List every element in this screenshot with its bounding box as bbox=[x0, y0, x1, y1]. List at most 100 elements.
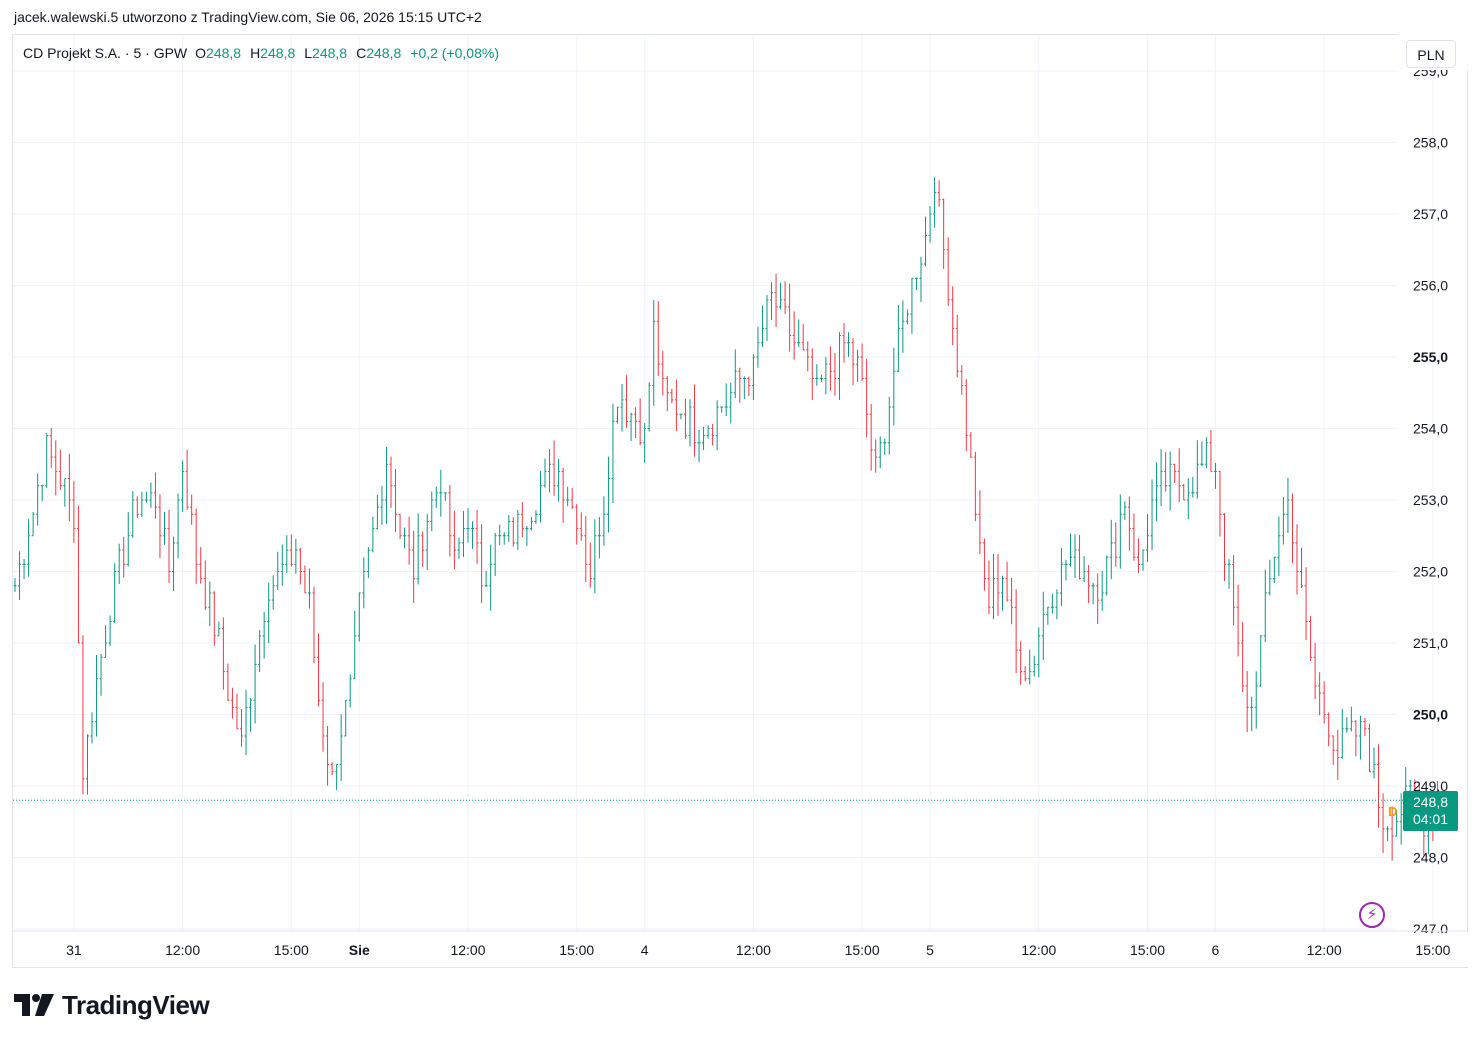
ohlc-bar bbox=[194, 508, 198, 584]
ohlc-bar bbox=[140, 491, 144, 518]
tradingview-logo[interactable]: TradingView bbox=[14, 990, 210, 1020]
y-tick-label: 252,0 bbox=[1413, 564, 1448, 580]
ohlc-bar bbox=[665, 376, 669, 412]
y-tick-label: 254,0 bbox=[1413, 421, 1448, 437]
x-tick-label: 5 bbox=[926, 942, 934, 958]
ohlc-bar bbox=[58, 449, 62, 490]
ohlc-bar bbox=[339, 714, 343, 781]
ohlc-bar bbox=[312, 586, 316, 664]
ohlc-bar bbox=[1263, 569, 1267, 643]
ohlc-bar bbox=[819, 374, 823, 382]
ohlc-bar bbox=[1318, 672, 1322, 716]
ohlc-bar bbox=[317, 633, 321, 707]
ohlc-bar bbox=[1100, 570, 1104, 611]
ohlc-bar bbox=[1168, 451, 1172, 511]
ohlc-bar bbox=[973, 451, 977, 522]
x-tick-label: 12:00 bbox=[165, 942, 200, 958]
ohlc-bar bbox=[249, 698, 253, 732]
ohlc-bar bbox=[63, 478, 67, 507]
ohlc-bar bbox=[1241, 621, 1245, 693]
ohlc-bar bbox=[652, 300, 656, 406]
y-tick-label: 250,0 bbox=[1413, 707, 1448, 723]
ohlc-bar bbox=[394, 469, 398, 532]
ohlc-bar bbox=[842, 322, 846, 363]
close-value: 248,8 bbox=[366, 45, 402, 61]
ohlc-bar bbox=[584, 516, 588, 583]
ohlc-bar bbox=[99, 653, 103, 696]
ohlc-bar bbox=[1195, 440, 1199, 499]
ohlc-bar bbox=[996, 554, 1000, 616]
x-tick-label: 31 bbox=[66, 942, 82, 958]
chart-caption: jacek.walewski.5 utworzono z TradingView… bbox=[14, 9, 482, 25]
ohlc-bar bbox=[534, 510, 538, 524]
ohlc-bar bbox=[729, 382, 733, 424]
ohlc-bar bbox=[321, 682, 325, 752]
ohlc-bar bbox=[36, 473, 40, 526]
ohlc-bar bbox=[226, 663, 230, 701]
ohlc-bar bbox=[475, 509, 479, 564]
ohlc-bar bbox=[955, 314, 959, 378]
ohlc-bar bbox=[181, 460, 185, 512]
ohlc-bar bbox=[1200, 441, 1204, 467]
y-tick-label: 256,0 bbox=[1413, 278, 1448, 294]
ohlc-bar bbox=[380, 485, 384, 525]
ohlc-bar bbox=[289, 534, 293, 567]
ohlc-bar bbox=[742, 376, 746, 400]
ohlc-bar bbox=[1372, 747, 1376, 779]
ohlc-bar bbox=[1259, 635, 1263, 687]
ohlc-bar bbox=[493, 532, 497, 577]
ohlc-bar bbox=[298, 547, 302, 585]
ohlc-bar bbox=[1213, 462, 1217, 489]
ohlc-bar bbox=[330, 762, 334, 776]
ohlc-bar bbox=[1327, 712, 1331, 747]
ohlc-bar bbox=[153, 472, 157, 519]
ohlc-bar bbox=[217, 621, 221, 637]
ohlc-bar bbox=[461, 510, 465, 557]
ohlc-bar bbox=[489, 544, 493, 611]
ohlc-bar bbox=[851, 338, 855, 386]
ohlc-bar bbox=[1032, 655, 1036, 677]
ohlc-bar bbox=[244, 689, 248, 756]
ohlc-bar bbox=[76, 505, 80, 644]
ohlc-bar bbox=[869, 404, 873, 471]
ohlc-bar bbox=[865, 358, 869, 438]
ohlc-bar bbox=[1050, 593, 1054, 614]
ohlc-bar bbox=[751, 354, 755, 401]
ohlc-bar bbox=[1019, 641, 1023, 685]
ohlc-bar bbox=[1028, 649, 1032, 685]
ohlc-bar bbox=[502, 532, 506, 545]
ohlc-bar bbox=[1354, 720, 1358, 757]
ohlc-bar bbox=[1300, 547, 1304, 589]
ohlc-bar bbox=[683, 398, 687, 439]
ohlc-bar bbox=[507, 515, 511, 542]
ohlc-bar bbox=[434, 486, 438, 508]
ohlc-bar bbox=[54, 440, 58, 496]
ohlc-bar bbox=[597, 516, 601, 559]
ohlc-bar bbox=[425, 514, 429, 570]
ohlc-bar bbox=[783, 281, 787, 314]
time-axis: 31 12:00 15:00 Sie 12:00 15:00 4 12:00 15:00 5 12:… bbox=[13, 930, 1467, 958]
ohlc-bar bbox=[40, 485, 44, 502]
ohlc-bar bbox=[656, 301, 660, 376]
ohlc-bar bbox=[643, 423, 647, 463]
ohlc-bar bbox=[1218, 470, 1222, 537]
lightning-icon[interactable]: ⚡ bbox=[1359, 902, 1385, 928]
ohlc-bar bbox=[362, 557, 366, 609]
ohlc-bar bbox=[1309, 616, 1313, 661]
currency-button[interactable]: PLN bbox=[1406, 40, 1456, 68]
dividend-badge[interactable]: D bbox=[1388, 804, 1398, 819]
x-tick-label: Sie bbox=[349, 942, 370, 958]
ohlc-bar bbox=[774, 273, 778, 327]
x-tick-label: 4 bbox=[641, 942, 649, 958]
ohlc-bar bbox=[1268, 559, 1272, 596]
symbol-name[interactable]: CD Projekt S.A. · 5 · GPW bbox=[23, 45, 188, 61]
ohlc-bar bbox=[697, 429, 701, 462]
ohlc-bar bbox=[384, 446, 388, 524]
ohlc-bar bbox=[856, 349, 860, 382]
high-label: H bbox=[250, 45, 261, 61]
ohlc-bar bbox=[516, 510, 520, 550]
ohlc-bar bbox=[733, 349, 737, 399]
ohlc-bar bbox=[90, 712, 94, 744]
ohlc-bar bbox=[1123, 501, 1127, 520]
